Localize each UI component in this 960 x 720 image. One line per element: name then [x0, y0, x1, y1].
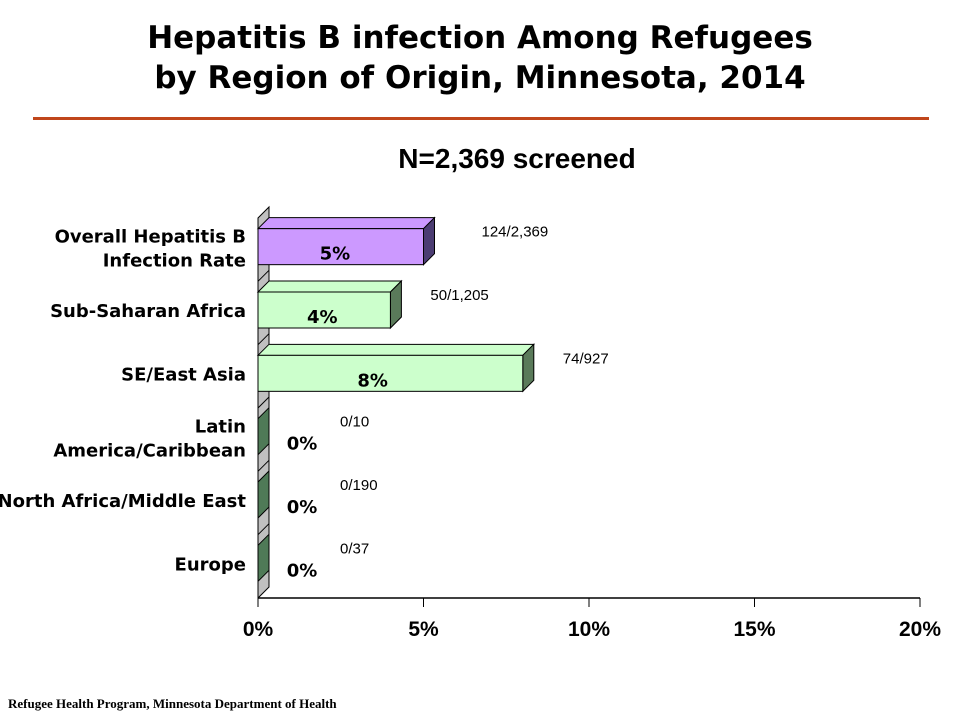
category-label: Overall Hepatitis B Infection Rate — [55, 227, 246, 272]
category-separator — [257, 523, 270, 536]
bar — [257, 228, 424, 266]
category-label-line: SE/East Asia — [121, 364, 246, 385]
category-label-line: Infection Rate — [103, 251, 246, 272]
chart-title-line-1: Hepatitis B infection Among Refugees — [147, 20, 813, 56]
x-tick-label: 15% — [733, 618, 775, 641]
title-divider — [33, 117, 929, 120]
bar-top-face — [256, 217, 436, 230]
category-label: Europe — [175, 554, 246, 575]
chart-title-line-2: by Region of Origin, Minnesota, 2014 — [154, 60, 806, 96]
category-separator — [257, 269, 270, 282]
bar-top-face — [256, 280, 403, 293]
category-label-line: Overall Hepatitis B — [55, 227, 246, 248]
bar-value-label: 4% — [307, 307, 338, 328]
bar-top-face — [256, 343, 536, 356]
chart-subtitle: N=2,369 screened — [398, 143, 636, 174]
category-separator — [257, 459, 270, 472]
category-label-line: Sub-Saharan Africa — [50, 301, 246, 322]
bar-ratio-label: 124/2,369 — [482, 224, 549, 241]
x-tick-label: 10% — [568, 618, 610, 641]
category-label-line: North Africa/Middle East — [0, 491, 246, 512]
bar-value-label: 8% — [357, 370, 388, 391]
bar-ratio-label: 74/927 — [563, 350, 609, 367]
category-separator — [257, 396, 270, 409]
source-footer: Refugee Health Program, Minnesota Depart… — [8, 696, 337, 711]
bar — [257, 354, 524, 392]
bar-value-label: 0% — [287, 560, 318, 581]
bar-ratio-label: 0/190 — [340, 477, 378, 494]
category-label-line: Latin — [195, 417, 246, 438]
category-label: Latin America/Caribbean — [53, 417, 246, 462]
category-separator — [257, 333, 270, 346]
bar-ratio-label: 0/37 — [340, 540, 369, 557]
bar-value-label: 0% — [287, 434, 318, 455]
category-label: SE/East Asia — [121, 364, 246, 385]
chart-title: Hepatitis B infection Among Refugees by … — [0, 18, 960, 98]
bar-ratio-label: 0/10 — [340, 414, 369, 431]
category-label: North Africa/Middle East — [0, 491, 246, 512]
category-label: Sub-Saharan Africa — [50, 301, 246, 322]
x-tick-label: 5% — [408, 618, 439, 641]
category-label-line: Europe — [175, 554, 246, 575]
bar-value-label: 5% — [320, 244, 351, 265]
x-tick-label: 0% — [243, 618, 274, 641]
bar-ratio-label: 50/1,205 — [430, 287, 488, 304]
category-label-line: America/Caribbean — [53, 441, 246, 462]
bar-value-label: 0% — [287, 497, 318, 518]
x-tick-label: 20% — [899, 618, 941, 641]
